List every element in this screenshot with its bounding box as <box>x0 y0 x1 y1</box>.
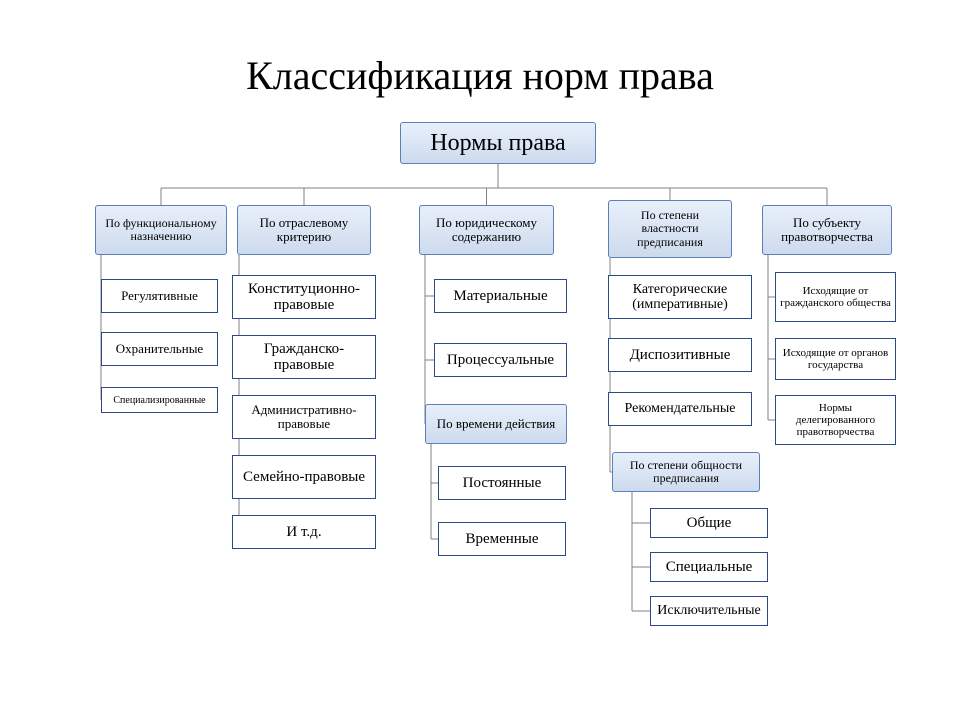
node-c3b: Процессуальные <box>434 343 567 377</box>
node-label: Нормы делегированного правотворчества <box>780 402 891 438</box>
node-c4xc: Исключительные <box>650 596 768 626</box>
node-label: Административно-правовые <box>237 403 371 432</box>
node-c4b: Диспозитивные <box>608 338 752 372</box>
node-c4: По степени властности предписания <box>608 200 732 258</box>
node-c4a: Категорические (императивные) <box>608 275 752 319</box>
node-label: По времени действия <box>430 417 562 431</box>
node-c5a: Исходящие от гражданского общества <box>775 272 896 322</box>
node-label: Диспозитивные <box>613 347 747 364</box>
node-c3x: По времени действия <box>425 404 567 444</box>
node-label: По степени властности предписания <box>613 209 727 249</box>
page-title-text: Классификация норм права <box>246 53 714 98</box>
node-label: По отраслевому критерию <box>242 216 366 245</box>
node-label: Нормы права <box>405 130 591 156</box>
diagram-stage: Классификация норм права Нормы права По ф… <box>0 0 960 720</box>
node-label: По юридическому содержанию <box>424 216 549 245</box>
node-label: Охранительные <box>106 342 213 356</box>
node-c3xb: Временные <box>438 522 566 556</box>
node-label: Регулятивные <box>106 289 213 303</box>
node-c5b: Исходящие от органов государства <box>775 338 896 380</box>
node-c4xa: Общие <box>650 508 768 538</box>
node-c1a: Регулятивные <box>101 279 218 313</box>
node-c4c: Рекомендательные <box>608 392 752 426</box>
node-label: Семейно-правовые <box>237 469 371 486</box>
node-label: Материальные <box>439 288 562 305</box>
node-label: Конституционно-правовые <box>237 281 371 314</box>
node-c3: По юридическому содержанию <box>419 205 554 255</box>
node-label: Процессуальные <box>439 352 562 369</box>
node-label: И т.д. <box>237 524 371 541</box>
node-label: По функциональному назначению <box>100 217 222 243</box>
node-label: По степени общности предписания <box>617 459 755 485</box>
node-label: По субъекту правотворчества <box>767 216 887 245</box>
node-c1b: Охранительные <box>101 332 218 366</box>
node-label: Гражданско-правовые <box>237 341 371 374</box>
node-c1c: Специализированные <box>101 387 218 413</box>
node-c5c: Нормы делегированного правотворчества <box>775 395 896 445</box>
node-label: Исключительные <box>655 603 763 618</box>
node-c2d: Семейно-правовые <box>232 455 376 499</box>
node-c4x: По степени общности предписания <box>612 452 760 492</box>
node-c4xb: Специальные <box>650 552 768 582</box>
node-root: Нормы права <box>400 122 596 164</box>
node-label: Специальные <box>655 559 763 576</box>
node-label: Временные <box>443 531 561 548</box>
node-c3a: Материальные <box>434 279 567 313</box>
node-c2: По отраслевому критерию <box>237 205 371 255</box>
page-title: Классификация норм права <box>0 52 960 99</box>
node-c5: По субъекту правотворчества <box>762 205 892 255</box>
node-c1: По функциональному назначению <box>95 205 227 255</box>
node-c2e: И т.д. <box>232 515 376 549</box>
node-c2a: Конституционно-правовые <box>232 275 376 319</box>
node-label: Исходящие от гражданского общества <box>780 285 891 309</box>
node-label: Общие <box>655 515 763 532</box>
node-c2b: Гражданско-правовые <box>232 335 376 379</box>
node-label: Категорические (императивные) <box>613 282 747 313</box>
node-label: Специализированные <box>106 395 213 406</box>
node-c2c: Административно-правовые <box>232 395 376 439</box>
node-c3xa: Постоянные <box>438 466 566 500</box>
node-label: Постоянные <box>443 475 561 492</box>
node-label: Исходящие от органов государства <box>780 347 891 371</box>
node-label: Рекомендательные <box>613 401 747 416</box>
